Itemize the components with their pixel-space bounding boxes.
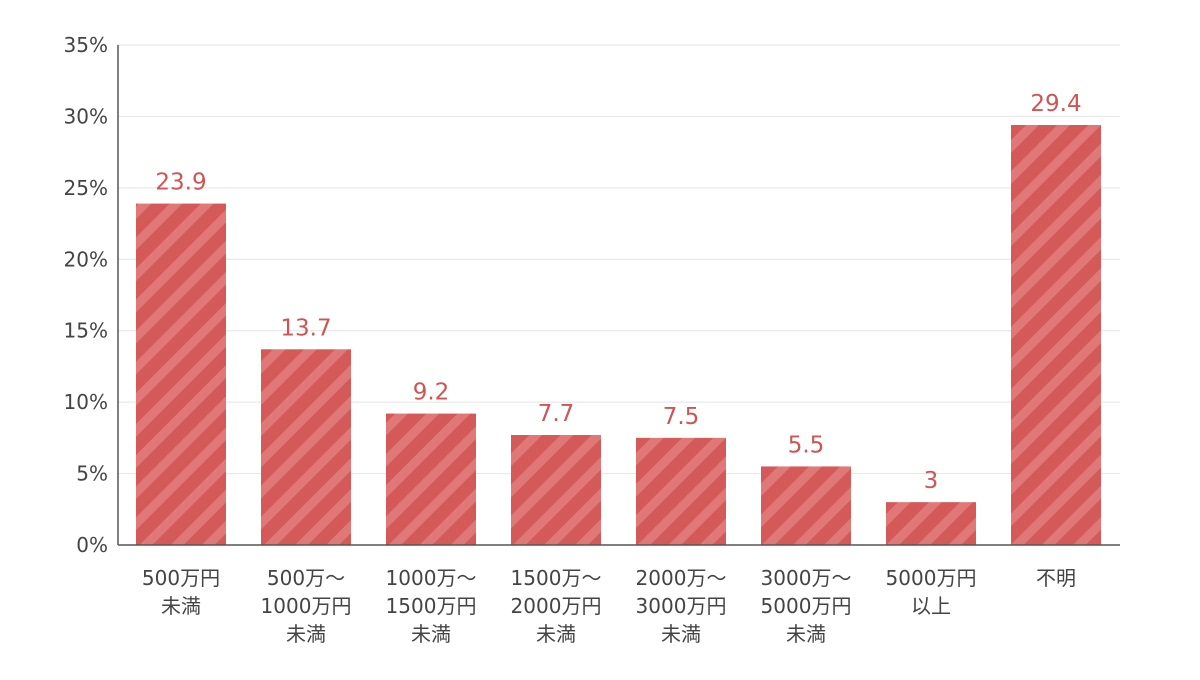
bar — [886, 502, 976, 545]
data-label: 3 — [924, 468, 939, 494]
x-axis-category-labels: 500万円未満500万〜1000万円未満1000万〜1500万円未満1500万〜… — [142, 566, 1076, 646]
x-category-label: 3000万円 — [636, 594, 727, 618]
y-tick-label: 20% — [64, 247, 108, 271]
bar — [761, 466, 851, 545]
data-label: 5.5 — [788, 432, 825, 458]
data-label: 9.2 — [413, 380, 450, 406]
x-category-label: 500万円 — [142, 566, 220, 590]
x-category-label: 1500万円 — [386, 594, 477, 618]
y-axis-tick-labels: 0% 5% 10% 15% 20% 25% 30% 35% — [64, 33, 108, 557]
y-tick-label: 0% — [76, 533, 108, 557]
y-tick-label: 10% — [64, 390, 108, 414]
y-tick-label: 5% — [76, 462, 108, 486]
data-label: 7.5 — [663, 404, 700, 430]
data-label: 13.7 — [280, 315, 331, 341]
x-category-label: 1500万〜 — [511, 566, 602, 590]
x-category-label: 5000万円 — [761, 594, 852, 618]
x-category-label: 未満 — [286, 622, 326, 646]
data-label: 29.4 — [1030, 91, 1081, 117]
x-category-label: 2000万円 — [511, 594, 602, 618]
y-tick-label: 15% — [64, 319, 108, 343]
axes — [117, 45, 1120, 546]
bar — [261, 349, 351, 545]
data-labels: 23.9 13.7 9.2 7.7 7.5 5.5 3 29.4 — [155, 91, 1081, 494]
x-category-label: 未満 — [661, 622, 701, 646]
x-category-label: 未満 — [161, 594, 201, 618]
y-tick-label: 35% — [64, 33, 108, 57]
x-category-label: 以上 — [911, 594, 951, 618]
x-category-label: 未満 — [786, 622, 826, 646]
x-category-label: 1000万〜 — [386, 566, 477, 590]
bars — [136, 125, 1101, 546]
bar — [136, 203, 226, 546]
bar — [511, 435, 601, 545]
x-category-label: 5000万円 — [886, 566, 977, 590]
x-category-label: 未満 — [411, 622, 451, 646]
bar — [386, 413, 476, 545]
x-category-label: 未満 — [536, 622, 576, 646]
x-category-label: 1000万円 — [261, 594, 352, 618]
bar — [636, 437, 726, 545]
x-category-label: 2000万〜 — [636, 566, 727, 590]
y-tick-label: 25% — [64, 176, 108, 200]
data-label: 23.9 — [155, 170, 206, 196]
data-label: 7.7 — [538, 401, 575, 427]
bar — [1011, 125, 1101, 545]
y-tick-label: 30% — [64, 104, 108, 128]
x-category-label: 500万〜 — [267, 566, 345, 590]
x-category-label: 不明 — [1036, 566, 1076, 590]
x-category-label: 3000万〜 — [761, 566, 852, 590]
